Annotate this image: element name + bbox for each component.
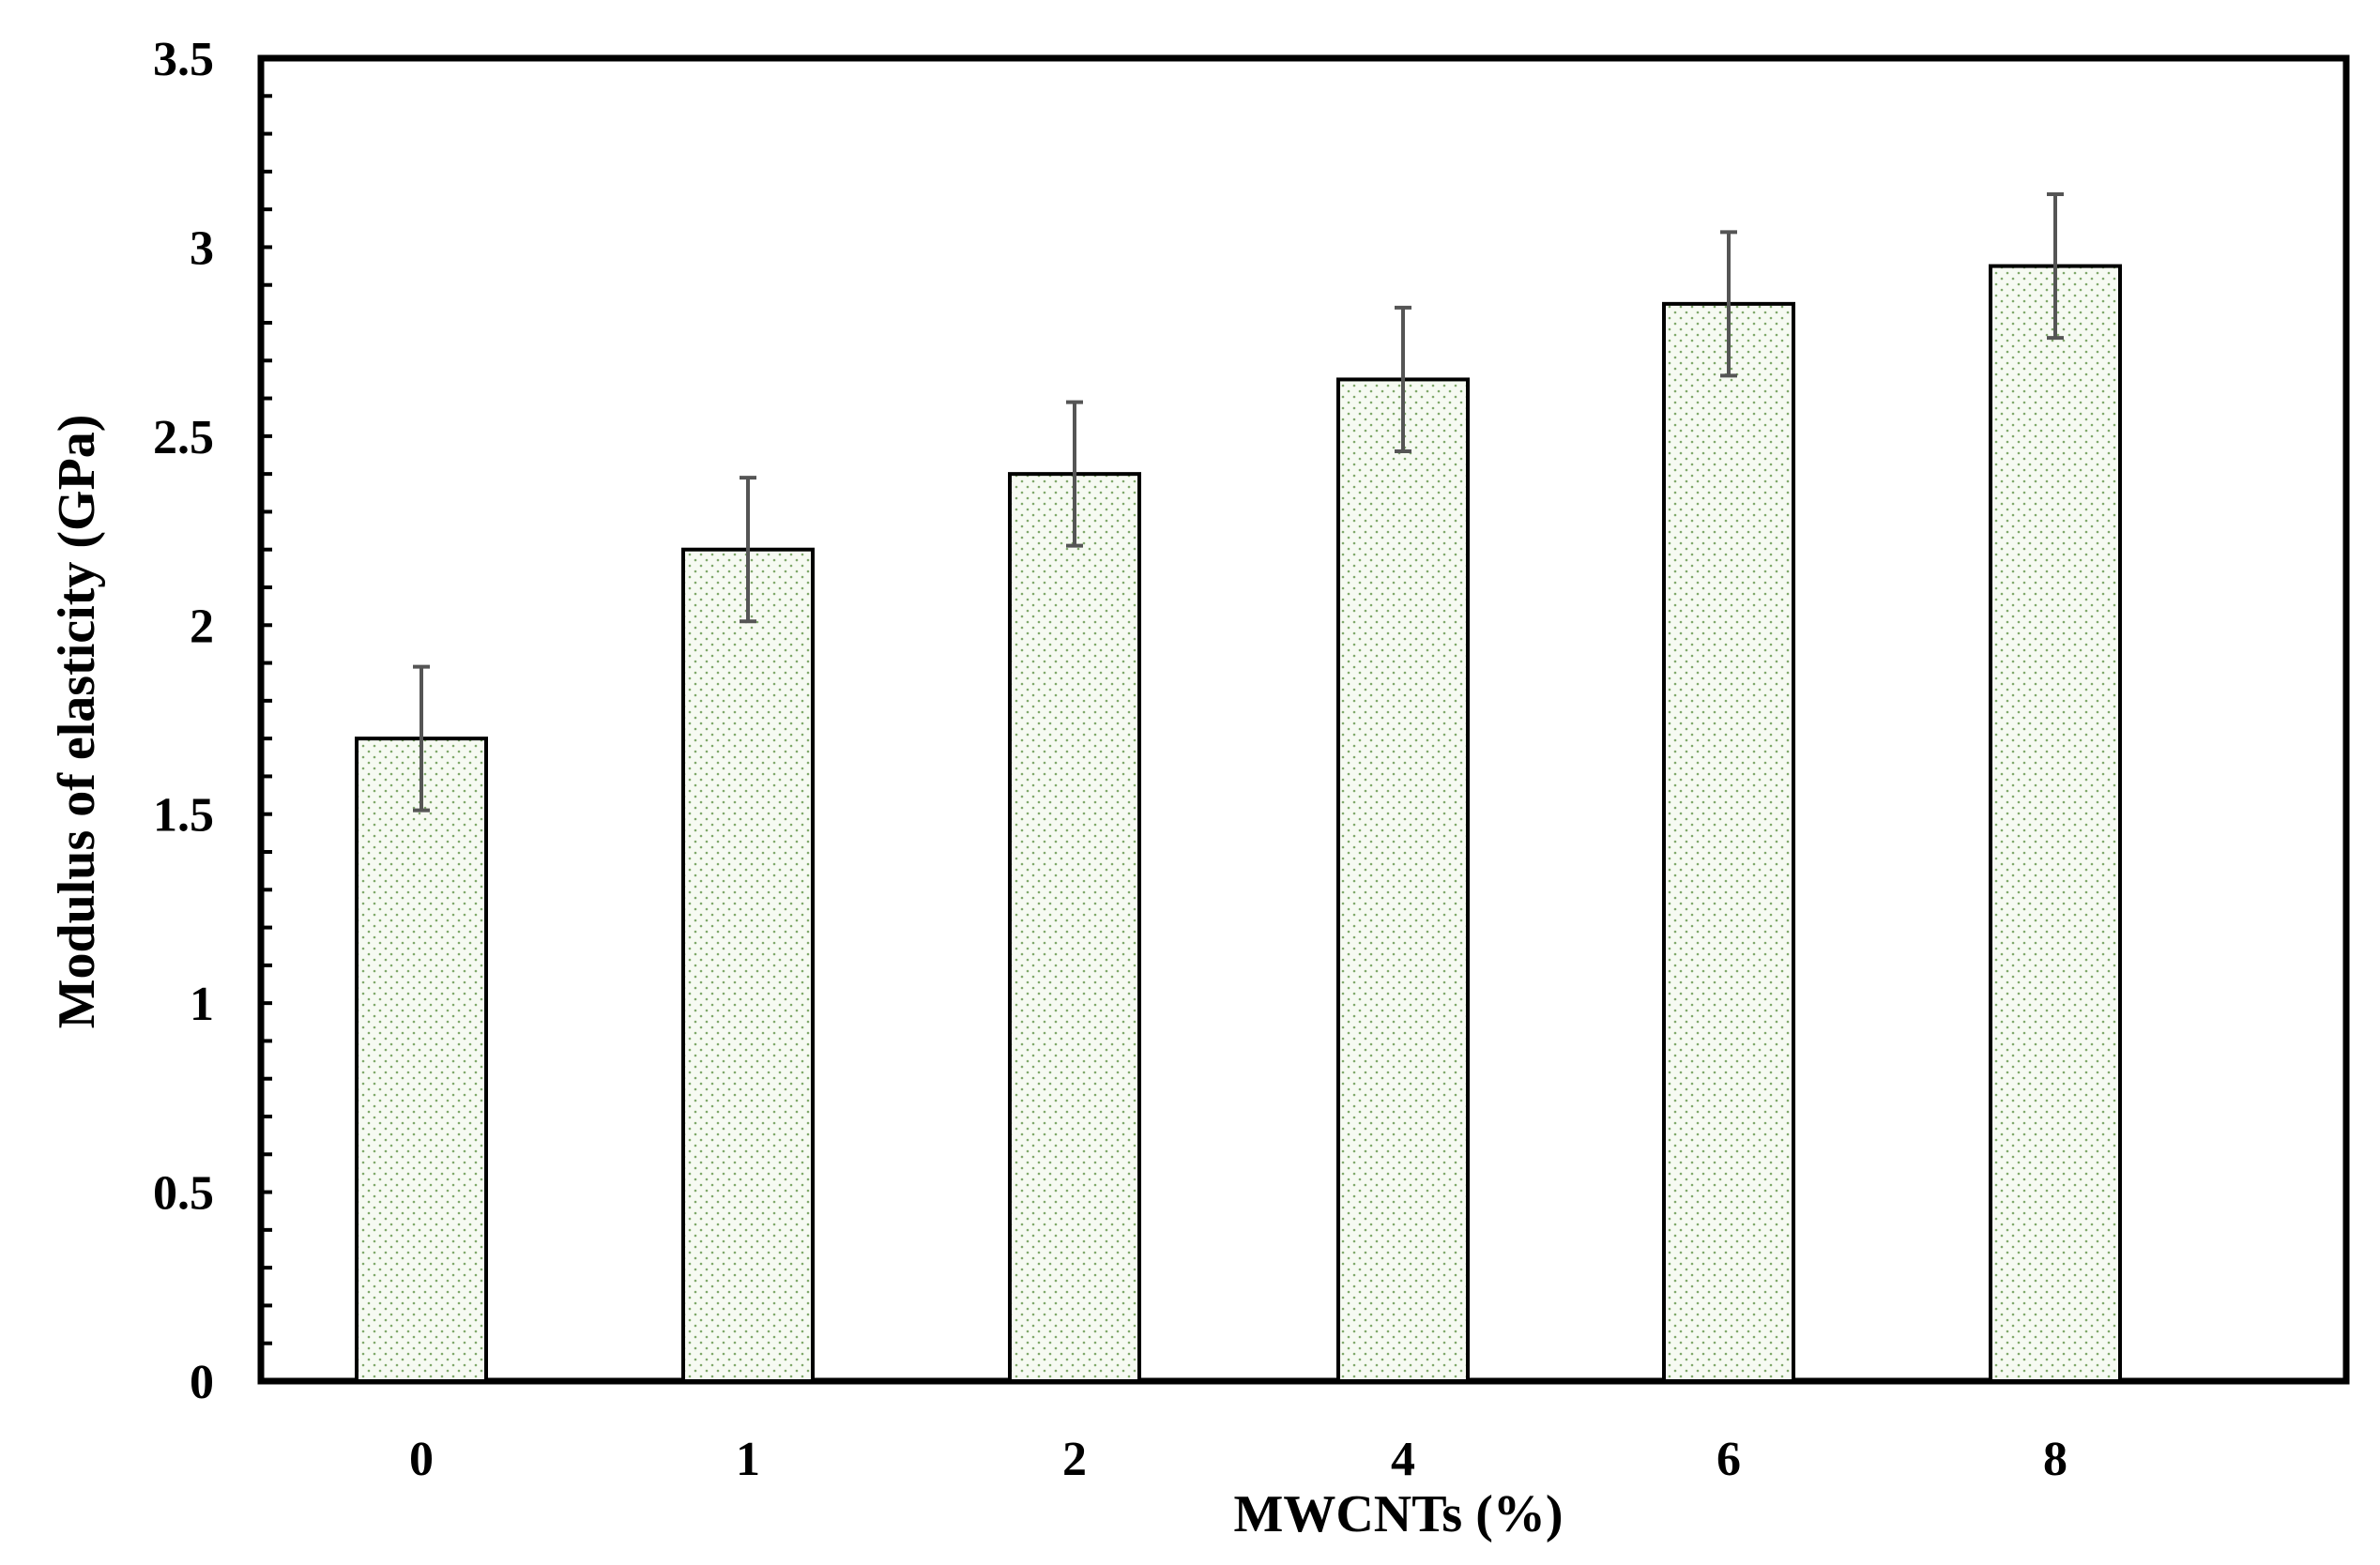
x-tick-label: 4 <box>1391 1433 1415 1486</box>
bar <box>1989 264 2122 1384</box>
bar <box>1336 377 1470 1383</box>
plot-area <box>257 54 2350 1385</box>
y-tick-label: 2.5 <box>153 411 214 464</box>
x-axis-title: MWCNTs (%) <box>1233 1485 1563 1543</box>
y-axis-title: Modulus of elasticity (GPa) <box>48 415 106 1029</box>
y-tick-label: 3 <box>190 221 214 275</box>
y-tick-label: 1 <box>190 978 214 1031</box>
error-bars <box>413 192 2064 813</box>
y-tick-label: 1.5 <box>153 789 214 843</box>
bar <box>1008 472 1141 1383</box>
x-axis-ticks: 0 1 2 4 6 8 <box>409 1433 2067 1486</box>
x-tick-label: 2 <box>1062 1433 1087 1486</box>
x-tick-label: 1 <box>736 1433 760 1486</box>
y-tick-label: 3.5 <box>153 33 214 86</box>
y-tick-label: 0.5 <box>153 1167 214 1221</box>
y-minor-ticks <box>261 94 272 1345</box>
x-tick-label: 8 <box>2043 1433 2067 1486</box>
x-tick-label: 0 <box>409 1433 434 1486</box>
plot-frame <box>257 54 2350 1385</box>
bar <box>355 737 488 1383</box>
x-tick-label: 6 <box>1716 1433 1741 1486</box>
bars <box>355 264 2122 1384</box>
y-axis-ticks: 0 0.5 1 1.5 2 2.5 3 3.5 <box>153 33 214 1409</box>
y-tick-label: 2 <box>190 600 214 653</box>
bar <box>1662 301 1795 1383</box>
bar <box>681 547 815 1383</box>
y-tick-label: 0 <box>190 1356 214 1409</box>
